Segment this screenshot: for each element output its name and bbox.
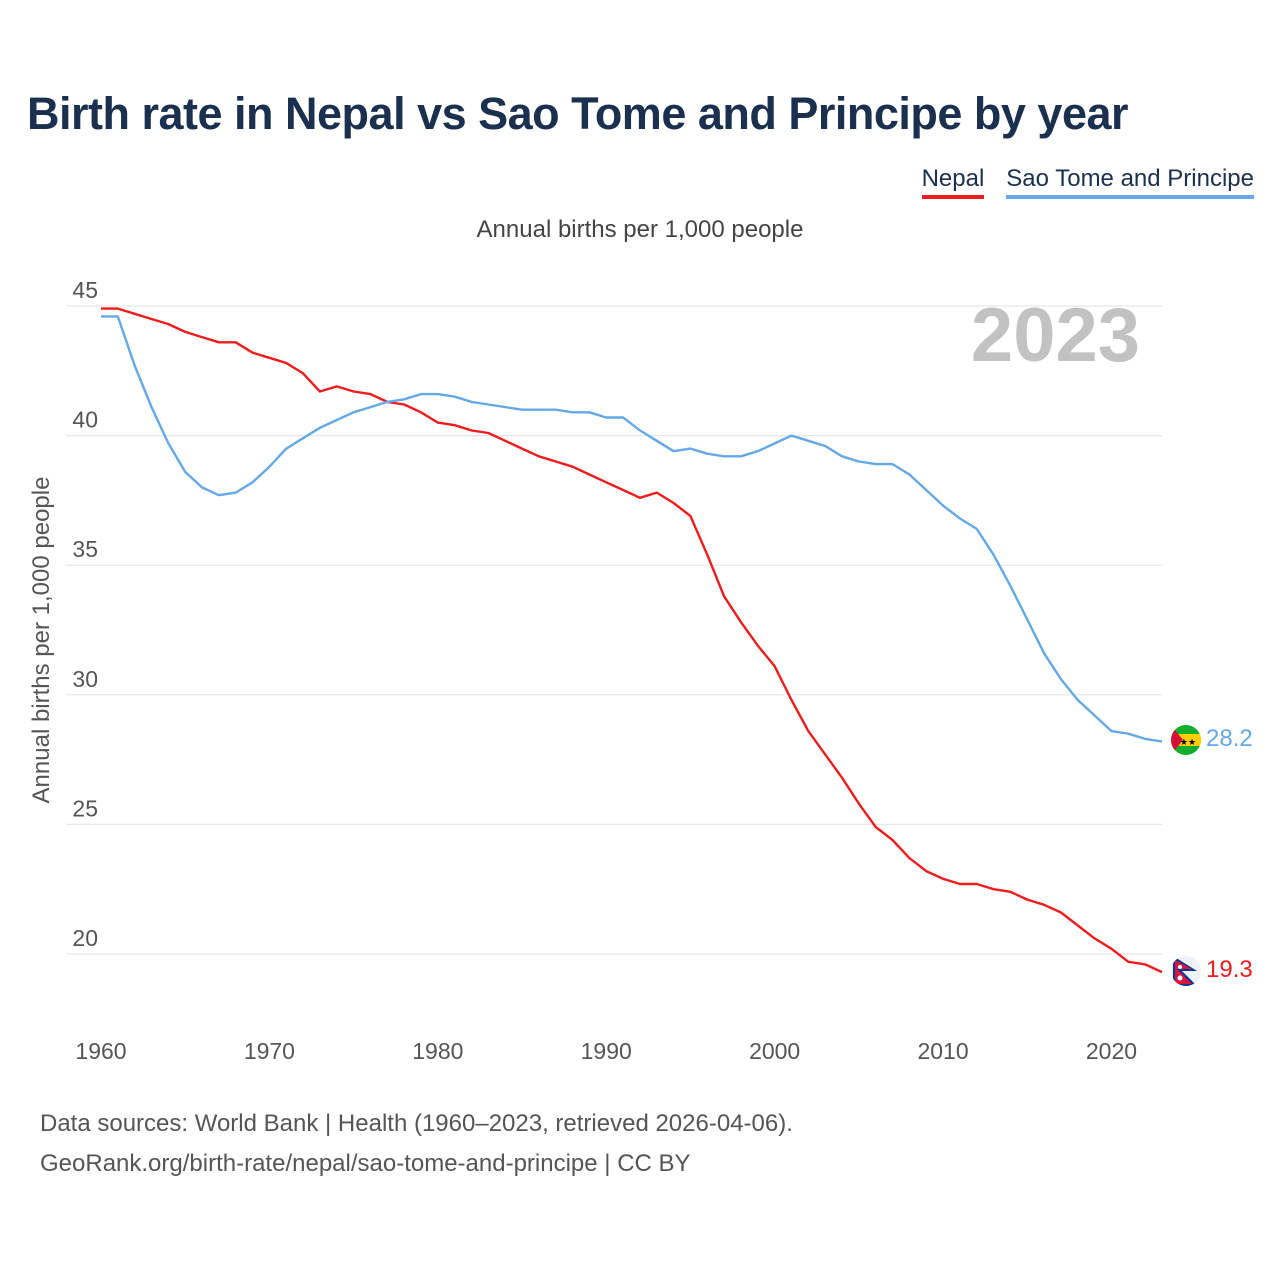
sao-tome-and-principe-flag-icon: ★★ [1171, 725, 1201, 755]
series-lines [101, 307, 1163, 974]
y-tick-label: 20 [72, 925, 98, 951]
y-tick-label: 35 [72, 536, 98, 562]
y-tick-label: 45 [72, 277, 98, 303]
x-tick-label: 1970 [244, 1038, 295, 1064]
legend-item-nepal[interactable]: Nepal [921, 164, 985, 199]
nepal-flag-icon [1171, 956, 1201, 986]
series-line-sao-tome-and-principe[interactable] [101, 315, 1163, 743]
footer-sources: Data sources: World Bank | Health (1960–… [40, 1110, 793, 1137]
y-axis-ticks: 20 25 30 35 40 45 [72, 277, 98, 951]
footer-link[interactable]: GeoRank.org/birth-rate/nepal/sao-tome-an… [40, 1150, 691, 1177]
x-tick-label: 1990 [581, 1038, 632, 1064]
svg-text:★★: ★★ [1180, 737, 1196, 747]
x-tick-label: 2020 [1086, 1038, 1137, 1064]
x-tick-label: 1980 [412, 1038, 463, 1064]
x-axis-ticks: 1960 1970 1980 1990 2000 2010 2020 [75, 1038, 1137, 1064]
chart-title: Birth rate in Nepal vs Sao Tome and Prin… [27, 88, 1129, 139]
x-tick-label: 2010 [917, 1038, 968, 1064]
legend: Nepal Sao Tome and Principe [921, 164, 1254, 199]
x-tick-label: 1960 [75, 1038, 126, 1064]
end-value-label-nepal: 19.3 [1206, 956, 1253, 983]
chart-subtitle: Annual births per 1,000 people [476, 216, 804, 243]
series-line-nepal[interactable] [101, 307, 1163, 974]
footer: Data sources: World Bank | Health (1960–… [40, 1104, 793, 1184]
grid-lines [66, 305, 1162, 955]
year-overlay: 2023 [971, 293, 1140, 378]
y-tick-label: 40 [72, 407, 98, 433]
end-value-label-sao-tome-and-principe: 28.2 [1206, 725, 1253, 752]
y-tick-label: 30 [72, 666, 98, 692]
x-tick-label: 2000 [749, 1038, 800, 1064]
y-tick-label: 25 [72, 795, 98, 821]
legend-item-sao-tome-and-principe[interactable]: Sao Tome and Principe [1006, 164, 1254, 199]
